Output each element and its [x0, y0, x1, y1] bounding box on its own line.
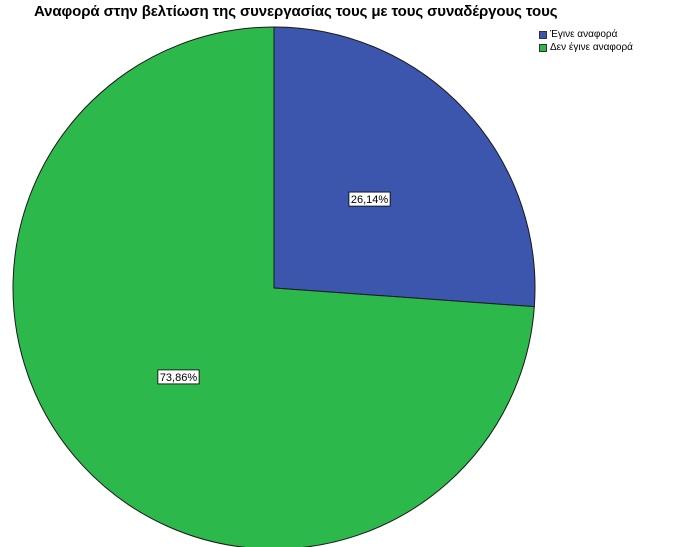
legend: Έγινε αναφορά Δεν έγινε αναφορά [539, 28, 633, 54]
pie-slice [273, 26, 536, 308]
pie-data-labels: 26,14% 73,86% [157, 191, 391, 385]
pie-slice [12, 26, 535, 547]
slice-data-label: 26,14% [348, 191, 391, 207]
slice-data-label: 73,86% [157, 369, 200, 385]
legend-item: Δεν έγινε αναφορά [539, 41, 633, 54]
data-label-text: 26,14% [351, 194, 389, 206]
data-label-box [348, 191, 391, 207]
legend-label: Έγινε αναφορά [550, 29, 618, 40]
legend-label: Δεν έγινε αναφορά [550, 42, 633, 53]
legend-swatch [539, 43, 547, 52]
data-label-text: 73,86% [160, 372, 198, 384]
chart-title: Αναφορά στην βελτίωση της συνεργασίας το… [34, 3, 558, 20]
data-label-box [157, 369, 200, 385]
pie-slices [12, 26, 536, 547]
legend-item: Έγινε αναφορά [539, 28, 633, 41]
legend-swatch [539, 30, 547, 39]
